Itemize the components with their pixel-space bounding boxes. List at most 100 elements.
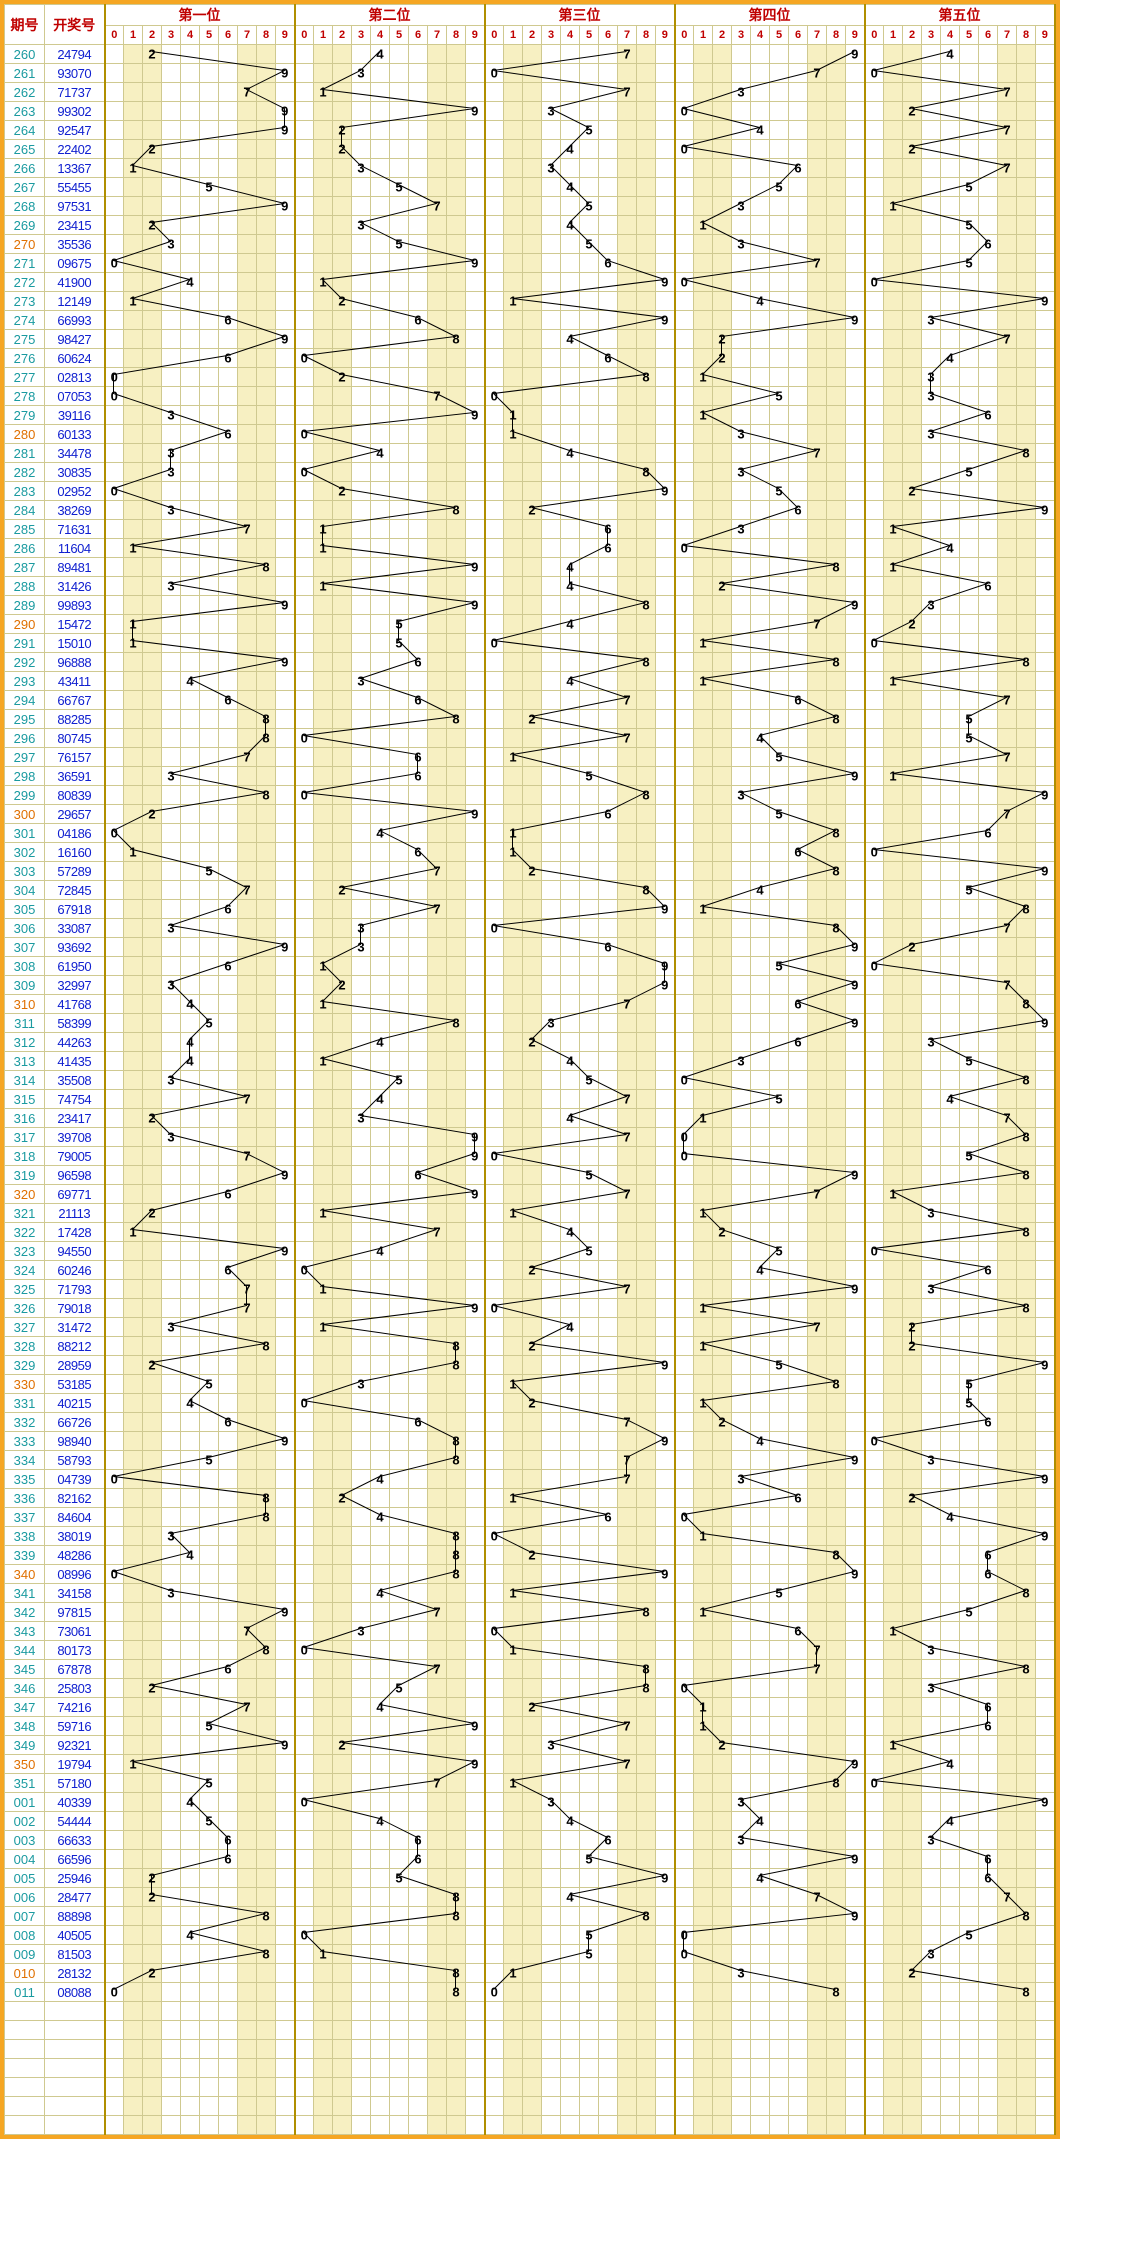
grid-cell [238,729,257,748]
grid-cell [656,1546,675,1565]
grid-cell [390,786,409,805]
grid-cell [314,121,333,140]
grid-cell [105,1090,124,1109]
grid-cell [675,254,694,273]
digit-marker: 3 [357,1377,364,1392]
grid-cell [352,748,371,767]
grid-cell [181,1242,200,1261]
grid-cell [352,1565,371,1584]
grid-cell [124,1242,143,1261]
grid-cell [732,292,751,311]
grid-cell: 7 [428,197,447,216]
grid-cell [637,1394,656,1413]
grid-cell [371,1071,390,1090]
grid-cell: 7 [238,1622,257,1641]
grid-cell [238,216,257,235]
grid-cell: 0 [485,387,504,406]
grid-cell [162,1451,181,1470]
grid-cell [219,83,238,102]
grid-cell [1036,767,1055,786]
grid-cell [789,121,808,140]
grid-cell [827,463,846,482]
grid-cell [1036,1451,1055,1470]
grid-cell [998,292,1017,311]
grid-cell [352,1337,371,1356]
grid-cell [713,1071,732,1090]
grid-cell [675,1375,694,1394]
grid-cell [371,1280,390,1299]
grid-cell [922,691,941,710]
grid-cell: 3 [922,596,941,615]
grid-cell [770,1413,789,1432]
grid-cell [1017,843,1036,862]
grid-cell [751,1318,770,1337]
table-row: 3124426344263 [5,1033,1055,1052]
grid-cell [884,1527,903,1546]
grid-cell [960,1641,979,1660]
grid-cell [352,501,371,520]
grid-cell [713,311,732,330]
grid-cell [675,482,694,501]
grid-cell: 9 [846,45,865,64]
grid-cell [333,501,352,520]
grid-cell [561,938,580,957]
grid-cell [105,349,124,368]
table-row: 2703553635536 [5,235,1055,254]
code-cell: 58793 [45,1451,105,1470]
grid-cell [181,558,200,577]
digit-marker: 6 [794,1624,801,1639]
grid-cell [732,710,751,729]
grid-cell [542,501,561,520]
grid-cell [504,1299,523,1318]
grid-cell [599,197,618,216]
grid-cell [713,634,732,653]
grid-cell [238,1128,257,1147]
grid-cell [428,178,447,197]
grid-cell [523,235,542,254]
grid-cell [409,1546,428,1565]
grid-cell: 7 [618,1413,637,1432]
grid-cell [162,1641,181,1660]
grid-cell [124,1185,143,1204]
grid-cell [295,83,314,102]
table-row: 3314021540215 [5,1394,1055,1413]
grid-cell: 9 [276,197,295,216]
grid-cell [618,1565,637,1584]
grid-cell [865,83,884,102]
grid-cell [656,83,675,102]
grid-cell [143,577,162,596]
grid-cell [979,1318,998,1337]
digit-marker: 0 [871,636,878,651]
grid-cell: 3 [732,786,751,805]
grid-cell [542,1052,561,1071]
grid-cell [219,1147,238,1166]
grid-cell [922,1489,941,1508]
grid-cell [732,995,751,1014]
grid-cell [333,1603,352,1622]
grid-cell [979,520,998,539]
table-row: 2946676766767 [5,691,1055,710]
grid-cell [295,1527,314,1546]
grid-cell [732,1413,751,1432]
grid-cell: 1 [884,197,903,216]
table-row: 2649254792547 [5,121,1055,140]
grid-cell [732,957,751,976]
grid-cell [637,159,656,178]
grid-cell: 2 [523,1261,542,1280]
grid-cell [732,558,751,577]
grid-cell [257,45,276,64]
grid-cell [181,1565,200,1584]
grid-cell [998,64,1017,83]
grid-cell [998,1565,1017,1584]
grid-cell: 4 [941,45,960,64]
grid-cell [960,45,979,64]
digit-marker: 7 [1003,750,1010,765]
grid-cell [295,45,314,64]
grid-cell [808,463,827,482]
grid-cell [219,786,238,805]
grid-cell [922,330,941,349]
grid-cell [960,957,979,976]
grid-cell [770,520,789,539]
code-cell: 80173 [45,1641,105,1660]
grid-cell [238,349,257,368]
